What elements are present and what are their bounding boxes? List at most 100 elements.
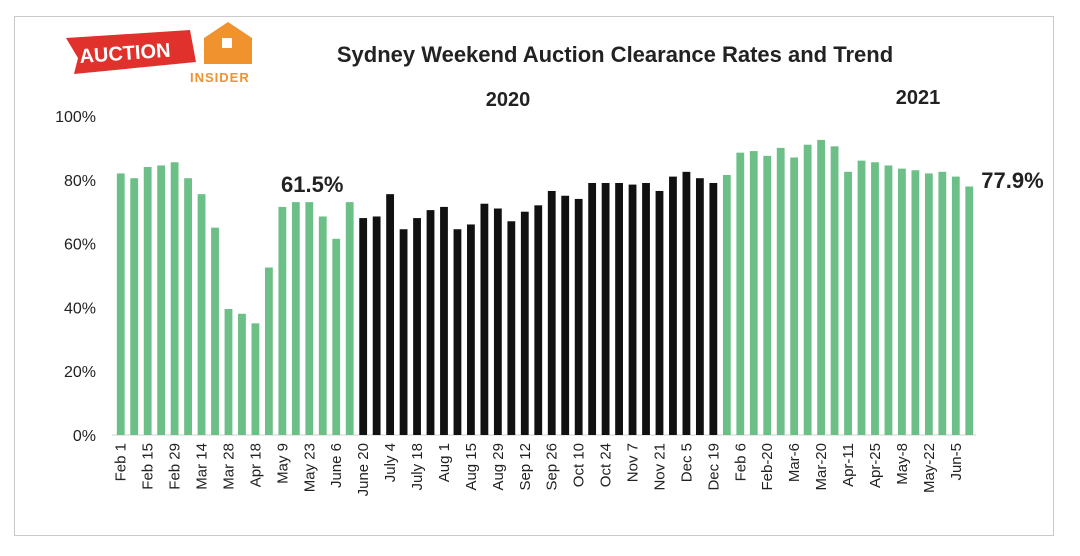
bar <box>251 323 260 435</box>
bar <box>157 165 166 435</box>
bar <box>520 211 529 435</box>
bar <box>574 198 583 435</box>
x-tick-label: Feb 6 <box>732 443 749 481</box>
bar <box>534 205 543 435</box>
bar <box>197 194 206 435</box>
year-label-2020: 2020 <box>486 89 531 111</box>
x-tick-label: Apr 18 <box>247 443 264 487</box>
bar <box>669 176 677 436</box>
bar <box>628 184 637 435</box>
x-tick-label: July 4 <box>382 443 399 482</box>
logo-house-window <box>222 38 232 48</box>
bar <box>561 195 570 435</box>
bar <box>601 182 610 435</box>
auction-insider-logo: AUCTION INSIDER <box>66 22 252 85</box>
x-tick-label: May 23 <box>301 443 318 492</box>
bar <box>224 308 233 435</box>
y-tick-label: 20% <box>64 364 96 381</box>
bar <box>238 313 246 435</box>
bars <box>116 139 974 436</box>
bar <box>440 206 448 435</box>
x-tick-label: Jun-5 <box>948 443 965 481</box>
bar <box>345 202 354 435</box>
bar <box>291 202 300 435</box>
bar <box>372 216 381 435</box>
data-label-callout: 77.9% <box>981 168 1043 193</box>
annotations: 61.5% 77.9% <box>281 168 1044 197</box>
bar <box>211 227 219 435</box>
x-tick-label: Oct 24 <box>598 443 615 487</box>
bar <box>965 186 974 435</box>
logo-sub-text: INSIDER <box>190 70 250 85</box>
y-tick-label: 60% <box>64 237 96 254</box>
bar <box>830 146 839 435</box>
x-tick-label: Apr-25 <box>867 443 884 488</box>
bar <box>817 139 826 436</box>
bar <box>736 152 745 435</box>
x-tick-label: Aug 29 <box>490 443 507 491</box>
x-tick-label: Dec 19 <box>705 443 722 491</box>
x-tick-label: Nov 21 <box>651 443 668 491</box>
bar <box>493 208 502 435</box>
bar <box>588 182 597 435</box>
bar <box>318 216 327 435</box>
bar <box>547 190 556 435</box>
bar <box>642 182 650 435</box>
y-tick-label: 0% <box>73 428 96 445</box>
data-label-callout: 61.5% <box>281 172 343 197</box>
bar <box>170 162 179 435</box>
y-tick-label: 100% <box>55 109 96 126</box>
x-tick-label: Oct 10 <box>571 443 588 487</box>
x-tick-label: July 18 <box>409 443 426 491</box>
bar <box>264 267 273 435</box>
x-tick-label: Feb 29 <box>167 443 184 490</box>
x-axis: Feb 1 Feb 15 Feb 29 Mar 14 Mar 28 Apr 18 May 9… <box>113 443 965 496</box>
bar <box>332 238 341 435</box>
bar <box>426 210 435 435</box>
bar <box>116 173 125 436</box>
bar <box>951 176 960 436</box>
year-label-2021: 2021 <box>896 87 941 109</box>
bar <box>184 178 192 435</box>
bar <box>480 203 489 435</box>
bar <box>871 162 879 435</box>
bar <box>857 160 866 435</box>
bar <box>844 171 852 435</box>
y-tick-label: 40% <box>64 300 96 317</box>
x-tick-label: Apr-11 <box>840 443 857 487</box>
bar <box>305 202 314 435</box>
bar <box>695 178 704 435</box>
x-tick-label: May-22 <box>921 443 938 493</box>
bar <box>130 178 139 435</box>
x-tick-label: June 20 <box>355 443 372 496</box>
bar <box>143 167 152 436</box>
x-tick-label: Feb-20 <box>759 443 776 491</box>
bar <box>615 182 623 435</box>
y-tick-label: 80% <box>64 173 96 190</box>
logo-banner <box>66 30 196 74</box>
bar <box>776 147 785 435</box>
x-tick-label: June 6 <box>328 443 345 488</box>
bar <box>453 229 462 435</box>
bar <box>790 157 799 435</box>
bar <box>467 224 475 435</box>
x-tick-label: Aug 1 <box>436 443 453 482</box>
x-tick-label: Mar 14 <box>194 443 211 490</box>
x-tick-label: Mar-6 <box>786 443 803 482</box>
bar <box>898 168 906 435</box>
bar <box>413 218 421 435</box>
bar <box>884 165 893 435</box>
x-tick-label: Dec 5 <box>678 443 695 482</box>
bar <box>682 171 691 435</box>
bar <box>386 194 395 435</box>
bar <box>507 221 516 435</box>
bar <box>803 144 812 435</box>
x-tick-label: Aug 15 <box>463 443 480 491</box>
bar <box>722 175 731 435</box>
bar <box>763 155 772 435</box>
bar <box>278 206 287 435</box>
x-tick-label: May 9 <box>274 443 291 484</box>
x-tick-label: May-8 <box>894 443 911 485</box>
x-tick-label: Nov 7 <box>625 443 642 482</box>
